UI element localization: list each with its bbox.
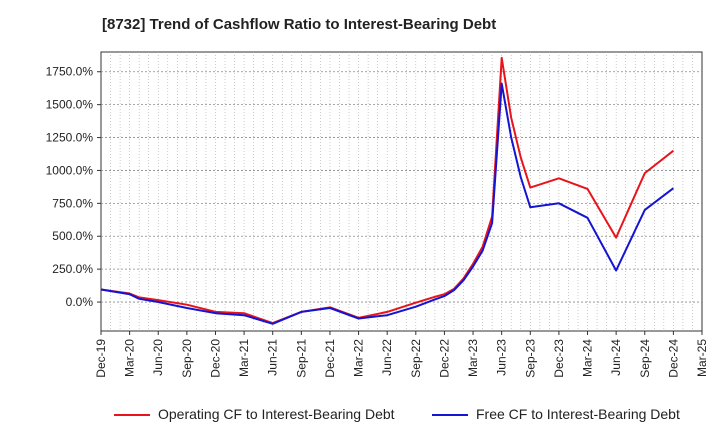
x-tick-label: Mar-20 (123, 339, 137, 377)
y-tick-label: 250.0% (52, 262, 93, 276)
x-tick-label: Jun-23 (495, 339, 509, 376)
x-tick-label: Mar-24 (581, 339, 595, 377)
x-tick-label: Dec-20 (208, 339, 222, 378)
x-tick-label: Dec-21 (323, 339, 337, 378)
x-tick-label: Sep-22 (409, 339, 423, 378)
legend-label-operating-cf: Operating CF to Interest-Bearing Debt (158, 406, 395, 422)
chart-legend: Operating CF to Interest-Bearing Debt Fr… (0, 398, 720, 428)
y-tick-label: 0.0% (66, 295, 94, 309)
x-tick-label: Sep-21 (294, 339, 308, 378)
x-tick-label: Mar-21 (237, 339, 251, 377)
series-line-free-cf (100, 82, 675, 325)
legend-label-free-cf: Free CF to Interest-Bearing Debt (476, 406, 680, 422)
x-tick-label: Dec-19 (94, 339, 108, 378)
y-tick-label: 1500.0% (46, 98, 94, 112)
legend-item-free-cf: Free CF to Interest-Bearing Debt (432, 406, 680, 422)
x-tick-label: Dec-24 (666, 339, 680, 378)
chart-title: [8732] Trend of Cashflow Ratio to Intere… (102, 16, 497, 33)
chart-area: 0.0% 250.0% 500.0% 750.0% 1000.0% 1250.0% 1500… (46, 51, 709, 378)
legend-swatch-operating-cf (114, 414, 150, 417)
x-tick-label: Sep-20 (180, 339, 194, 378)
x-tick-label: Mar-23 (466, 339, 480, 377)
y-tick-label: 500.0% (52, 229, 93, 243)
x-tick-label: Sep-23 (523, 339, 537, 378)
x-tick-label: Jun-22 (380, 339, 394, 376)
x-tick-label: Dec-23 (552, 339, 566, 378)
x-tick-label: Mar-25 (695, 339, 709, 377)
legend-swatch-free-cf (432, 414, 468, 417)
plot-frame (100, 51, 703, 332)
x-tick-label: Dec-22 (437, 339, 451, 378)
y-tick-label: 750.0% (52, 196, 93, 210)
x-tick-label: Sep-24 (638, 339, 652, 378)
x-tick-label: Jun-20 (151, 339, 165, 376)
y-tick-label: 1750.0% (46, 65, 94, 79)
x-tick-label: Jun-21 (266, 339, 280, 376)
legend-item-operating-cf: Operating CF to Interest-Bearing Debt (114, 406, 395, 422)
x-tick-label: Jun-24 (609, 339, 623, 376)
y-tick-label: 1250.0% (46, 131, 94, 145)
series-line-operating-cf (100, 56, 675, 325)
y-tick-label: 1000.0% (46, 163, 94, 177)
x-tick-label: Mar-22 (352, 339, 366, 377)
